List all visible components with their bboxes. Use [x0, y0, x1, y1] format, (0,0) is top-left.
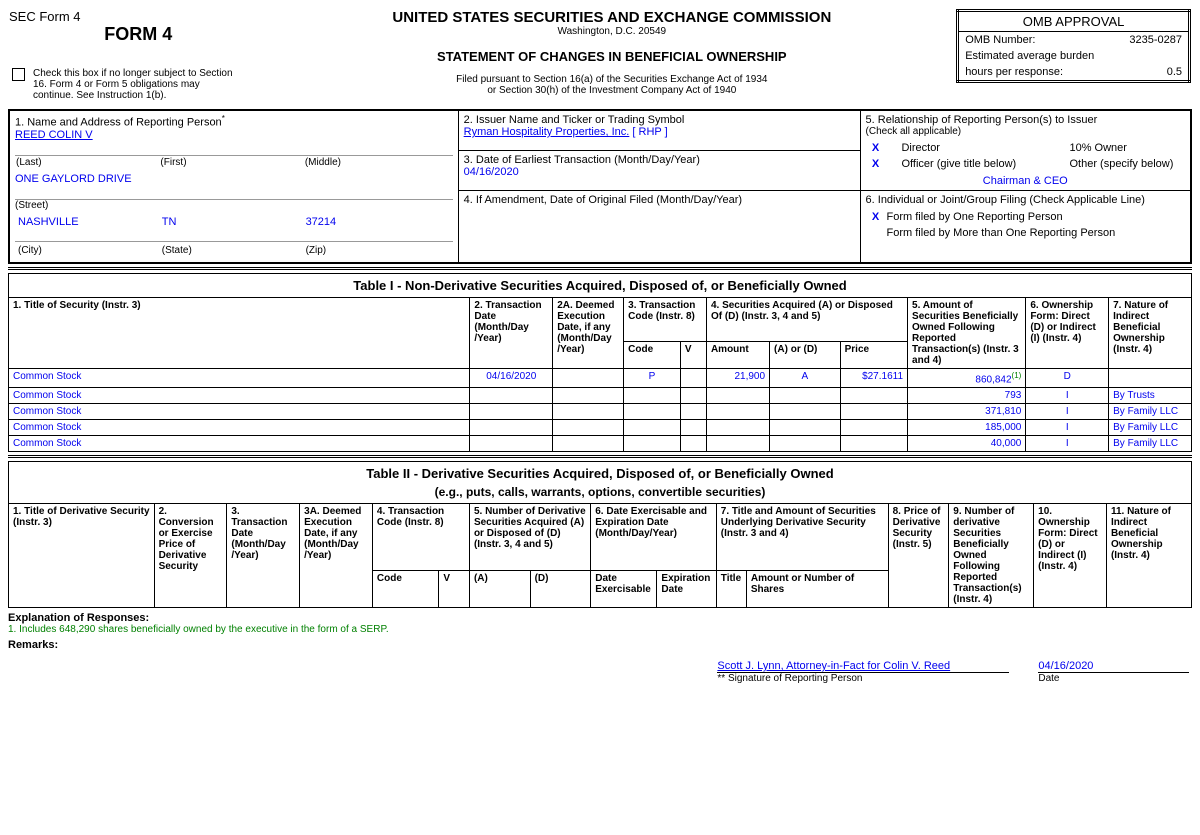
t2-h8: 8. Price of Derivative Security (Instr. … [888, 503, 949, 607]
t2-sub-code: Code [372, 571, 438, 608]
signature-link[interactable]: Scott J. Lynn, Attorney-in-Fact for Coli… [717, 660, 950, 672]
box6-x: X [869, 211, 883, 223]
zip: 37214 [305, 215, 451, 229]
director-x: X [869, 142, 883, 154]
t2-h2: 2. Conversion or Exercise Price of Deriv… [154, 503, 227, 607]
street1: ONE GAYLORD DRIVE [15, 173, 453, 185]
filed-pursuant2: or Section 30(h) of the Investment Compa… [269, 85, 954, 96]
t2-h11: 11. Nature of Indirect Beneficial Owners… [1106, 503, 1191, 607]
t2-sub-de: Date Exercisable [591, 571, 657, 608]
state: TN [161, 215, 303, 229]
t1-h3: 3. Transaction Code (Instr. 8) [624, 297, 707, 342]
table-row: Common Stock40,000IBy Family LLC [9, 435, 1192, 451]
t2-h10: 10. Ownership Form: Direct (D) or Indire… [1034, 503, 1107, 607]
t2-h1: 1. Title of Derivative Security (Instr. … [9, 503, 155, 607]
table-row: Common Stock371,810IBy Family LLC [9, 403, 1192, 419]
box6-opt1: Form filed by One Reporting Person [886, 210, 1117, 224]
box3-label: 3. Date of Earliest Transaction (Month/D… [464, 154, 855, 166]
box2-label: 2. Issuer Name and Ticker or Trading Sym… [464, 114, 855, 126]
box6-opt2: Form filed by More than One Reporting Pe… [886, 226, 1117, 240]
t2-sub-shares: Amount or Number of Shares [746, 571, 888, 608]
issuer-link[interactable]: Ryman Hospitality Properties, Inc. [464, 126, 630, 138]
box1-label: 1. Name and Address of Reporting Person [15, 117, 222, 129]
t2-h6: 6. Date Exercisable and Expiration Date … [591, 503, 717, 570]
reporting-person-link[interactable]: REED COLIN V [15, 129, 93, 141]
table1-caption: Table I - Non-Derivative Securities Acqu… [8, 273, 1192, 297]
t2-sub-d: (D) [530, 571, 591, 608]
signature-date: 04/16/2020 [1038, 660, 1093, 672]
officer-label: Officer (give title below) [900, 157, 1039, 171]
t2-h3a: 3A. Deemed Execution Date, if any (Month… [300, 503, 373, 607]
zip-label: (Zip) [305, 244, 451, 257]
city: NASHVILLE [17, 215, 159, 229]
section16-checkbox[interactable] [12, 68, 25, 81]
explanation1: 1. Includes 648,290 shares beneficially … [8, 624, 1192, 635]
t1-sub-price: Price [840, 342, 907, 368]
t2-sub-a: (A) [469, 571, 530, 608]
remarks-label: Remarks: [8, 639, 1192, 651]
statement-title: STATEMENT OF CHANGES IN BENEFICIAL OWNER… [269, 49, 954, 64]
sec-form-label: SEC Form 4 [9, 9, 267, 24]
table-row: Common Stock185,000IBy Family LLC [9, 419, 1192, 435]
table2: 1. Title of Derivative Security (Instr. … [8, 503, 1192, 608]
officer-x: X [869, 158, 883, 170]
officer-title: Chairman & CEO [866, 175, 1185, 187]
table2-caption: Table II - Derivative Securities Acquire… [8, 461, 1192, 485]
t2-h5: 5. Number of Derivative Securities Acqui… [469, 503, 590, 570]
last-label: (Last) [15, 155, 159, 169]
t1-h4: 4. Securities Acquired (A) or Disposed O… [706, 297, 907, 342]
director-label: Director [900, 141, 1039, 155]
t2-h3: 3. Transaction Date (Month/Day /Year) [227, 503, 300, 607]
omb-title: OMB APPROVAL [958, 11, 1190, 32]
street-label: (Street) [15, 199, 453, 211]
table1: 1. Title of Security (Instr. 3) 2. Trans… [8, 297, 1192, 452]
t1-h6: 6. Ownership Form: Direct (D) or Indirec… [1026, 297, 1109, 368]
box5-sub: (Check all applicable) [866, 126, 1185, 137]
main-title: UNITED STATES SECURITIES AND EXCHANGE CO… [269, 9, 954, 26]
omb-hours: 0.5 [1103, 64, 1189, 82]
t1-h2: 2. Transaction Date (Month/Day /Year) [470, 297, 553, 368]
t2-h4: 4. Transaction Code (Instr. 8) [372, 503, 469, 570]
t1-sub-v: V [680, 342, 706, 368]
omb-burden-label: Estimated average burden [958, 48, 1190, 64]
table-row: Common Stock04/16/2020P21,900A$27.161186… [9, 368, 1192, 387]
table2-caption-sub: (e.g., puts, calls, warrants, options, c… [8, 485, 1192, 503]
tenpct-label: 10% Owner [1068, 141, 1183, 155]
reporting-info-table: 1. Name and Address of Reporting Person*… [8, 109, 1192, 264]
address-line: Washington, D.C. 20549 [269, 26, 954, 37]
box4-label: 4. If Amendment, Date of Original Filed … [464, 194, 855, 206]
filed-pursuant1: Filed pursuant to Section 16(a) of the S… [269, 74, 954, 85]
city-label: (City) [17, 244, 159, 257]
checkbox-note: Check this box if no longer subject to S… [32, 67, 234, 102]
t1-sub-code: Code [624, 342, 681, 368]
form4-title: FORM 4 [9, 24, 267, 45]
t1-sub-ad: (A) or (D) [770, 342, 841, 368]
t2-h7: 7. Title and Amount of Securities Underl… [716, 503, 888, 570]
t1-h1: 1. Title of Security (Instr. 3) [9, 297, 470, 368]
t1-h5: 5. Amount of Securities Beneficially Own… [908, 297, 1026, 368]
omb-number: 3235-0287 [1103, 32, 1189, 49]
t1-h7: 7. Nature of Indirect Beneficial Ownersh… [1109, 297, 1192, 368]
omb-number-label: OMB Number: [958, 32, 1103, 49]
state-label: (State) [161, 244, 303, 257]
t1-sub-amt: Amount [706, 342, 769, 368]
first-label: (First) [159, 155, 303, 169]
t2-h9: 9. Number of derivative Securities Benef… [949, 503, 1034, 607]
t2-sub-v: V [439, 571, 470, 608]
t2-sub-title: Title [716, 571, 746, 608]
ticker: RHP [639, 126, 662, 138]
other-label: Other (specify below) [1068, 157, 1183, 171]
table-row: Common Stock793IBy Trusts [9, 387, 1192, 403]
omb-hours-label: hours per response: [958, 64, 1103, 82]
t1-h2a: 2A. Deemed Execution Date, if any (Month… [553, 297, 624, 368]
box3-date: 04/16/2020 [464, 166, 855, 178]
box5-label: 5. Relationship of Reporting Person(s) t… [866, 114, 1185, 126]
signature-label: ** Signature of Reporting Person [717, 672, 1009, 684]
box6-label: 6. Individual or Joint/Group Filing (Che… [866, 194, 1185, 206]
t2-sub-exp: Expiration Date [657, 571, 716, 608]
signature-date-label: Date [1038, 672, 1189, 684]
explanation-label: Explanation of Responses: [8, 612, 149, 624]
middle-label: (Middle) [304, 155, 453, 169]
